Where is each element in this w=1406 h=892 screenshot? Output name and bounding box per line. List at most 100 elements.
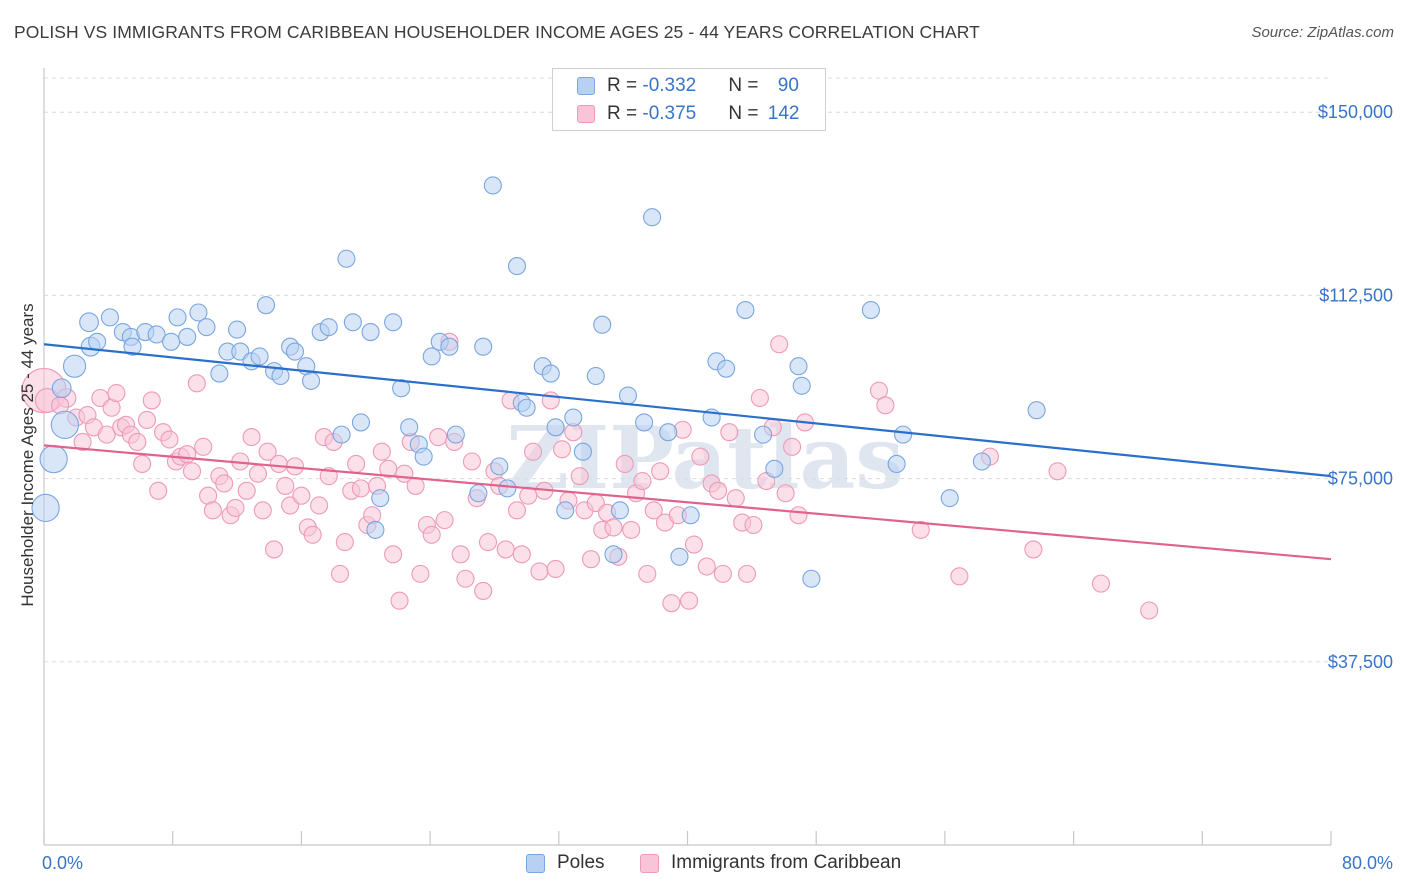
caribbean-point xyxy=(709,481,728,500)
poles-trend-line xyxy=(43,343,1332,478)
y-tick-label: $150,000 xyxy=(1318,102,1393,122)
r-label: R = xyxy=(607,75,643,96)
caribbean-point xyxy=(474,581,493,601)
caribbean-point xyxy=(258,442,277,461)
poles-point xyxy=(507,257,527,276)
poles-point xyxy=(422,347,441,366)
caribbean-point xyxy=(107,384,126,403)
caribbean-point xyxy=(512,545,531,564)
caribbean-point xyxy=(911,520,930,539)
poles-point xyxy=(39,444,68,474)
caribbean-point xyxy=(770,335,789,354)
caribbean-point xyxy=(680,591,699,610)
caribbean-point xyxy=(750,388,769,408)
poles-swatch xyxy=(577,77,595,95)
r-label: R = xyxy=(607,103,643,124)
caribbean-point xyxy=(133,454,152,473)
n-value: 90 xyxy=(777,75,799,96)
poles-point xyxy=(643,208,662,227)
trend-lines xyxy=(43,343,1332,561)
x-tick-label: 0.0% xyxy=(42,853,83,873)
poles-point xyxy=(765,459,784,478)
r-value: -0.375 xyxy=(642,103,697,124)
poles-point xyxy=(446,425,465,444)
caribbean-point xyxy=(149,481,168,500)
caribbean-point xyxy=(644,501,663,520)
series-poles xyxy=(31,176,1046,588)
caribbean-point xyxy=(478,533,498,552)
n-label: N = xyxy=(728,103,764,124)
caribbean-point xyxy=(310,496,329,515)
caribbean-point xyxy=(194,437,213,456)
caribbean-point xyxy=(570,467,589,486)
caribbean-point xyxy=(242,428,261,447)
caribbean-point xyxy=(581,550,601,569)
caribbean-point xyxy=(215,474,234,493)
poles-point xyxy=(384,313,403,332)
caribbean-point xyxy=(622,520,641,539)
correlation-legend: R = -0.332 N = 90 R = -0.375 N = 142 xyxy=(552,68,826,131)
legend-item-poles: Poles xyxy=(526,852,605,874)
caribbean-point xyxy=(783,437,802,456)
legend-label-poles: Poles xyxy=(557,852,605,873)
caribbean-point xyxy=(265,540,284,559)
caribbean-point xyxy=(530,562,549,581)
poles-legend-swatch xyxy=(526,853,545,873)
caribbean-point xyxy=(435,511,454,530)
poles-point xyxy=(79,312,99,333)
caribbean-point xyxy=(638,564,657,583)
caribbean-point xyxy=(128,432,147,452)
poles-point xyxy=(285,342,305,361)
caribbean-point xyxy=(303,525,322,544)
caribbean-point xyxy=(507,501,527,520)
poles-point xyxy=(469,484,488,503)
poles-point xyxy=(162,332,181,351)
caribbean-point xyxy=(776,484,795,503)
poles-point xyxy=(789,357,808,376)
poles-point xyxy=(736,301,755,320)
poles-point xyxy=(754,425,773,444)
caribbean-point xyxy=(269,454,288,473)
poles-point xyxy=(62,354,87,378)
poles-point xyxy=(319,318,338,337)
series-legend: Poles Immigrants from Caribbean xyxy=(0,852,1406,876)
caribbean-point xyxy=(662,594,681,613)
caribbean-point xyxy=(691,447,710,466)
caribbean-point xyxy=(226,498,245,517)
poles-point xyxy=(802,569,821,588)
poles-point xyxy=(792,376,811,395)
y-tick-label: $112,500 xyxy=(1319,285,1393,305)
poles-point xyxy=(894,425,913,444)
poles-point xyxy=(51,378,72,399)
poles-point xyxy=(546,418,565,437)
poles-point xyxy=(189,303,208,322)
caribbean-point xyxy=(726,489,745,508)
poles-point xyxy=(618,386,638,405)
caribbean-point xyxy=(187,374,206,393)
source-label: Source: ZipAtlas.com xyxy=(1251,24,1394,41)
poles-point xyxy=(887,454,906,473)
caribbean-point xyxy=(292,486,311,505)
poles-point xyxy=(351,413,370,432)
caribbean-point xyxy=(73,432,92,452)
n-value: 142 xyxy=(767,103,800,124)
n-label: N = xyxy=(728,75,764,96)
x-tick-label: 80.0% xyxy=(1342,853,1393,873)
poles-point xyxy=(250,347,269,366)
poles-point xyxy=(659,423,678,442)
chart-title: POLISH VS IMMIGRANTS FROM CARIBBEAN HOUS… xyxy=(14,22,980,42)
caribbean-point xyxy=(684,535,703,554)
caribbean-point xyxy=(276,476,295,495)
y-tick-label: $37,500 xyxy=(1328,652,1393,672)
poles-point xyxy=(440,337,459,356)
poles-point xyxy=(490,457,509,476)
caribbean-point xyxy=(552,440,572,459)
caribbean-point xyxy=(737,564,757,583)
poles-point xyxy=(371,489,390,508)
caribbean-point xyxy=(237,481,256,500)
caribbean-point xyxy=(524,442,543,461)
y-tick-label: $75,000 xyxy=(1328,469,1393,489)
poles-point xyxy=(302,371,321,390)
caribbean-point xyxy=(1024,540,1043,559)
